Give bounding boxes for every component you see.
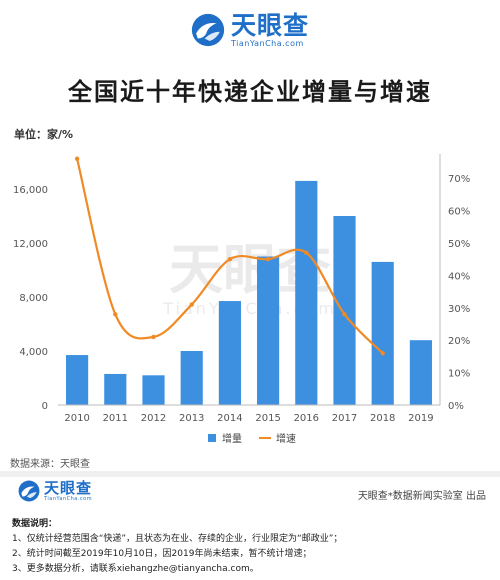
right-axis: 0% 10% 20% 30% 40% 50% 60% 70% [439,154,470,412]
divider [0,471,500,477]
line-point-2015 [265,257,271,262]
brand-logo: 天眼查 TianYanCha.com [0,8,500,52]
bar-2013 [180,351,203,405]
line-point-2011 [113,312,118,317]
bar-2016 [295,180,318,405]
notes: 数据说明： 1、仅统计经营范围含“快递”，且状态为在业、存续的企业，行业限定为“… [12,517,342,577]
brand-name-en: TianYanCha.com [230,38,304,48]
y-left-tick-label: 4,000 [19,347,48,358]
bar-2010 [66,355,89,405]
x-tick-label: 2018 [370,413,395,424]
x-tick-label: 2012 [141,413,166,424]
line-point-2014 [227,257,233,262]
x-tick-label: 2016 [294,413,319,424]
y-right-tick-label: 60% [448,207,470,218]
bar-2012 [142,375,165,405]
unit-label: 单位：家/% [14,128,74,141]
line-point-2010 [74,156,80,161]
left-axis: 0 4,000 8,000 12,000 16,000 [13,185,48,412]
x-tick-label: 2019 [408,413,433,424]
footer-brand-name: 天眼查 [44,479,93,497]
y-left-tick-label: 8,000 [19,293,48,304]
line-point-2018 [380,350,385,356]
x-axis: 2010 2011 2012 2013 2014 2015 2016 2017 2018 2019 [58,404,440,424]
y-left-tick-label: 0 [42,401,48,412]
x-tick-label: 2013 [179,413,204,424]
note-item: 2、统计时间截至2019年10月10日，因2019年尚未结束，暂不统计增速； [12,549,312,559]
x-tick-label: 2014 [217,413,242,424]
brand-name: 天眼查 [230,10,309,40]
y-left-tick-label: 12,000 [13,239,48,250]
y-right-tick-label: 30% [448,304,470,315]
watermark-text-en: TianYanCha.com [162,299,337,318]
bar-2011 [104,373,127,405]
line-point-2012 [151,334,156,340]
x-tick-label: 2015 [255,413,280,424]
footer-logo: 天眼查 TianYanCha.com [18,480,92,502]
line-point-2017 [342,312,347,317]
footer-brand-name-en: TianYanCha.com [44,496,93,502]
line-series [74,156,385,356]
note-item: 3、更多数据分析，请联系xiehangzhe@tianyancha.com。 [12,564,259,574]
y-right-tick-label: 50% [448,239,470,250]
tianyancha-logo-icon [191,13,225,47]
bar-2017 [333,216,356,405]
tianyancha-logo-icon [18,480,40,502]
y-right-tick-label: 40% [448,271,470,282]
bar-2018 [371,261,394,405]
x-tick-label: 2017 [332,413,357,424]
y-right-tick-label: 20% [448,336,470,347]
x-tick-label: 2010 [64,413,89,424]
notes-title: 数据说明： [12,519,58,529]
line-point-2016 [304,250,309,255]
page-title: 全国近十年快递企业增量与增速 [68,78,432,106]
legend-bar-swatch [208,434,216,442]
line-point-2013 [189,302,194,307]
bar-2014 [218,301,241,405]
legend: 增量 增速 [208,432,296,445]
bar-2019 [409,340,432,405]
data-source: 数据来源：天眼查 [10,459,90,470]
chart-area: 天眼查 TianYanCha.com 04,0008,00012,00016,0… [13,154,470,445]
bar-2015 [257,256,280,405]
x-tick-label: 2011 [103,413,128,424]
y-right-tick-label: 10% [448,369,470,380]
y-right-tick-label: 70% [448,174,470,185]
y-left-tick-label: 16,000 [13,185,48,196]
bar-series [66,180,432,405]
legend-bar-label: 增量 [222,432,242,445]
note-item: 1、仅统计经营范围含“快递”，且状态为在业、存续的企业，行业限定为“邮政业”； [12,534,343,544]
legend-line-label: 增速 [276,432,296,445]
credit-text: 天眼查*数据新闻实验室 出品 [357,491,486,502]
y-right-tick-label: 0% [448,401,464,412]
